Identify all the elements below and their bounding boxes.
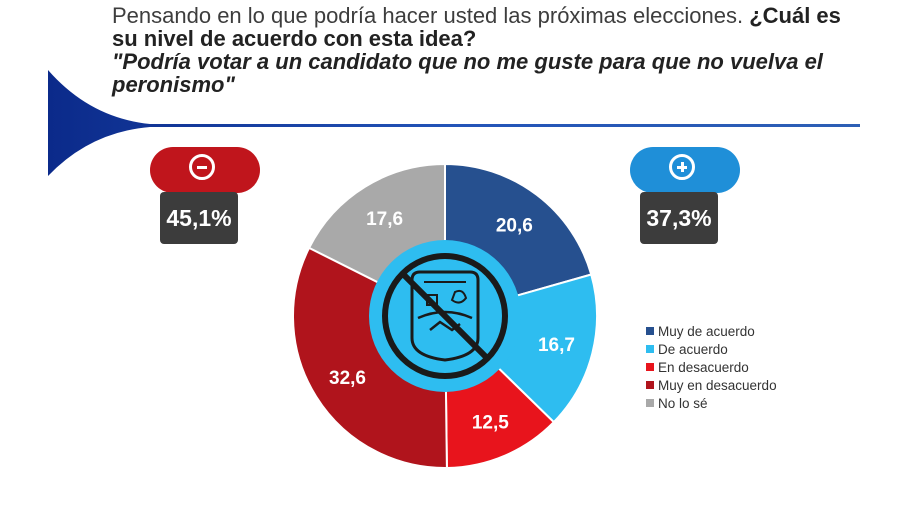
legend-item-5: No lo sé — [646, 394, 777, 412]
legend-item-3: En desacuerdo — [646, 358, 777, 376]
title-statement: "Podría votar a un candidato que no me g… — [112, 49, 823, 97]
title-intro: Pensando en lo que podría hacer usted la… — [112, 3, 750, 28]
legend-label: Muy de acuerdo — [658, 323, 755, 339]
plus-icon — [669, 154, 695, 180]
pie-data-label-2: 16,7 — [538, 335, 575, 356]
chart-legend: Muy de acuerdo De acuerdo En desacuerdo Muy… — [646, 322, 777, 412]
legend-label: En desacuerdo — [658, 359, 749, 375]
legend-swatch — [646, 381, 654, 389]
title-question: ¿Cuál es su nivel de acuerdo con esta id… — [112, 3, 841, 51]
positive-pill — [630, 147, 740, 193]
legend-item-2: De acuerdo — [646, 340, 777, 358]
pie-data-label-3: 12,5 — [472, 413, 509, 434]
legend-swatch — [646, 345, 654, 353]
pie-data-label-4: 32,6 — [329, 368, 366, 389]
legend-swatch — [646, 399, 654, 407]
pie-data-label-5: 17,6 — [366, 209, 403, 230]
negative-total: 45,1% — [160, 192, 238, 244]
legend-item-4: Muy en desacuerdo — [646, 376, 777, 394]
negative-pill — [150, 147, 260, 193]
page-title: Pensando en lo que podría hacer usted la… — [112, 4, 872, 96]
legend-swatch — [646, 363, 654, 371]
positive-total: 37,3% — [640, 192, 718, 244]
minus-icon — [189, 154, 215, 180]
legend-label: No lo sé — [658, 395, 708, 411]
legend-label: De acuerdo — [658, 341, 728, 357]
pie-data-label-1: 20,6 — [496, 215, 533, 236]
legend-item-1: Muy de acuerdo — [646, 322, 777, 340]
prohibited-peronism-logo-icon — [369, 240, 521, 392]
legend-swatch — [646, 327, 654, 335]
legend-label: Muy en desacuerdo — [658, 377, 777, 393]
